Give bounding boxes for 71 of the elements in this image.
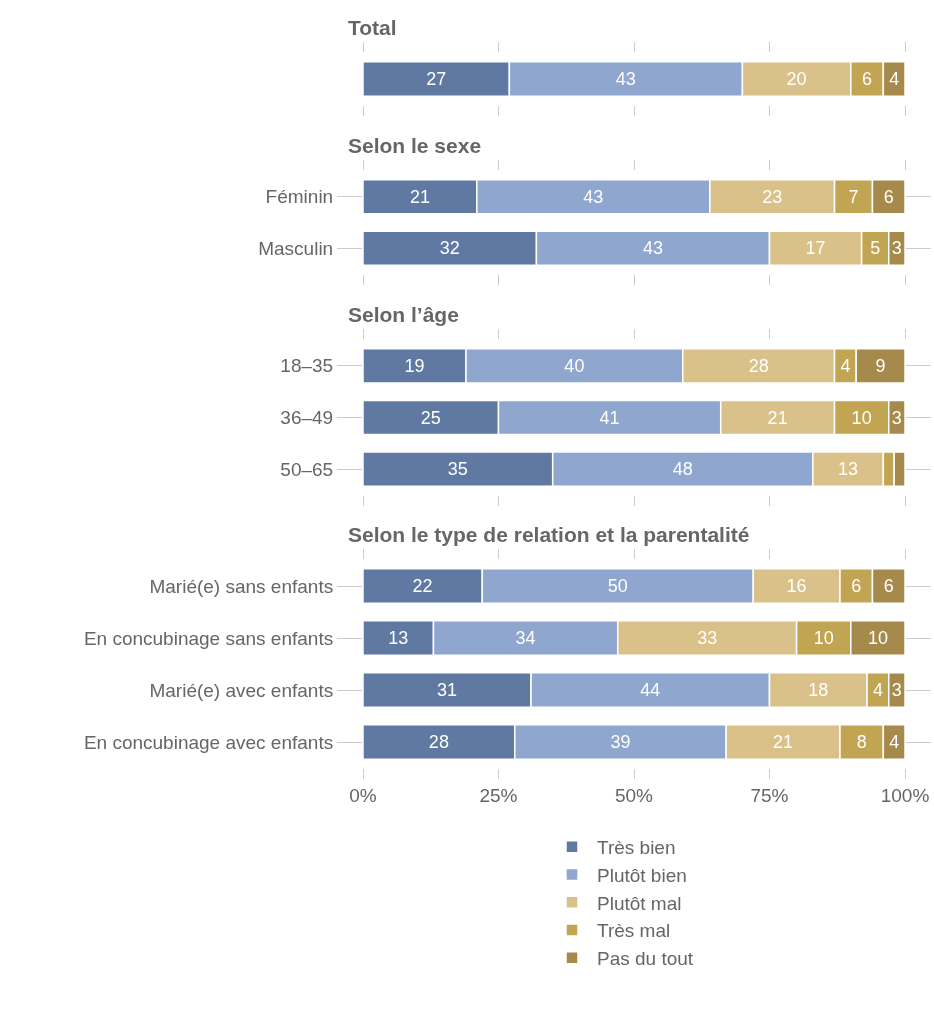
data-label: 6 — [851, 576, 862, 596]
x-tick-label: 100% — [880, 784, 930, 806]
data-label: 48 — [672, 459, 693, 480]
data-label: 17 — [805, 238, 826, 259]
legend-label: Pas du tout — [597, 948, 694, 970]
data-label: 18 — [808, 680, 829, 700]
data-label: 7 — [848, 186, 859, 207]
data-label: 33 — [697, 628, 718, 648]
x-tick-label: 25% — [479, 784, 518, 806]
data-label: 13 — [838, 459, 859, 480]
legend-label: Très bien — [597, 837, 676, 859]
data-label: 13 — [388, 628, 409, 648]
data-label: 8 — [856, 732, 867, 752]
data-label: 4 — [889, 732, 900, 752]
y-tick-label: Masculin — [258, 237, 334, 259]
data-label: 39 — [610, 732, 631, 752]
legend-label: Plutôt bien — [597, 864, 687, 886]
data-label: 3 — [891, 238, 902, 259]
data-label: 43 — [583, 186, 604, 207]
data-label: 21 — [773, 732, 794, 752]
chart-title: Total — [348, 16, 397, 39]
y-tick-label: Marié(e) sans enfants — [149, 575, 334, 597]
y-tick-label: 18–35 — [280, 355, 334, 377]
legend-label: Plutôt mal — [597, 892, 682, 914]
data-label: 10 — [813, 628, 834, 648]
data-label: 41 — [599, 407, 620, 428]
data-label: 23 — [762, 186, 783, 207]
x-tick-label: 0% — [349, 784, 377, 806]
x-tick-label: 75% — [750, 784, 789, 806]
data-label: 16 — [786, 576, 807, 596]
chart-title: Selon le type de relation et la parentalité — [348, 523, 750, 546]
chart-title: Selon le sexe — [348, 134, 482, 157]
y-tick-label: 50–65 — [280, 458, 334, 480]
data-label: 22 — [412, 576, 433, 596]
chart-title: Selon l’âge — [348, 303, 459, 326]
data-label: 20 — [786, 69, 807, 89]
data-label: 6 — [862, 69, 873, 89]
data-label: 25 — [420, 407, 441, 428]
legend-label: Très mal — [597, 920, 671, 942]
data-label: 10 — [851, 407, 872, 428]
data-label: 44 — [640, 680, 661, 700]
data-label: 21 — [409, 186, 430, 207]
data-label: 5 — [870, 238, 881, 259]
x-tick-label: 50% — [614, 784, 654, 806]
data-label: 32 — [439, 238, 460, 259]
y-tick-label: En concubinage sans enfants — [83, 627, 334, 649]
data-label: 50 — [607, 576, 628, 596]
y-tick-label: En concubinage avec enfants — [83, 731, 334, 753]
data-label: 21 — [767, 407, 788, 428]
data-label: 6 — [883, 186, 894, 207]
data-label: 31 — [436, 680, 458, 700]
data-label: 43 — [642, 238, 663, 259]
data-label: 3 — [891, 407, 902, 428]
data-label: 40 — [564, 355, 585, 376]
data-label: 9 — [875, 355, 886, 376]
data-label: 28 — [428, 732, 449, 752]
y-tick-label: 36–49 — [280, 407, 334, 429]
data-label: 43 — [615, 69, 636, 89]
data-label: 3 — [891, 680, 902, 700]
data-label: 6 — [883, 576, 894, 596]
y-tick-label: Féminin — [265, 186, 334, 208]
data-label: 28 — [748, 355, 769, 376]
data-label: 19 — [404, 355, 425, 376]
data-label: 10 — [867, 628, 888, 648]
data-label: 4 — [889, 69, 900, 89]
y-tick-label: Marié(e) avec enfants — [149, 679, 334, 701]
data-label: 27 — [426, 69, 447, 89]
data-label: 34 — [515, 628, 536, 648]
data-label: 4 — [840, 355, 851, 376]
data-label: 35 — [447, 459, 468, 480]
data-label: 4 — [872, 680, 883, 700]
